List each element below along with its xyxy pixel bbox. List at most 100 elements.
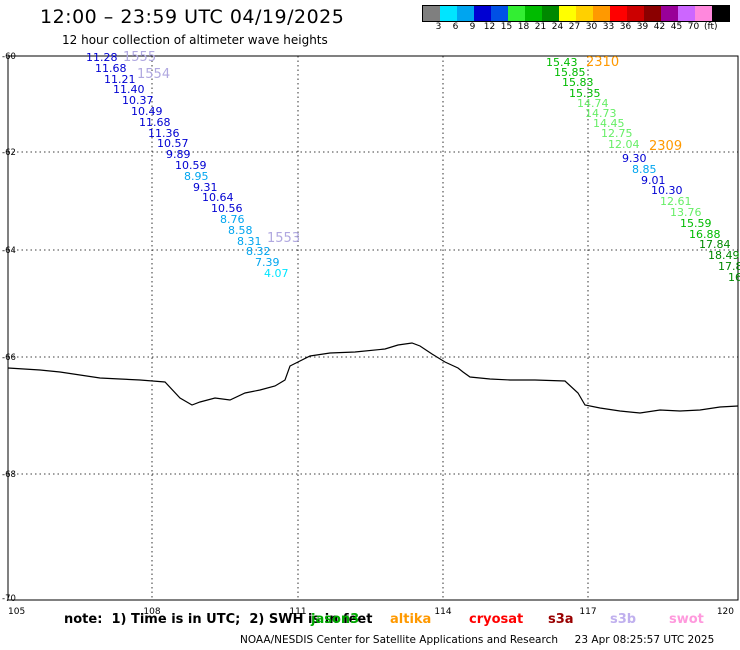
legend-swatch	[712, 6, 729, 21]
wave-height-value: 11.28	[86, 51, 118, 64]
legend-unit: (ft)	[704, 22, 718, 32]
pass-time-label: 2310	[586, 55, 620, 70]
wave-height-value: 11.40	[113, 83, 145, 96]
longitude-tick-label: 105	[8, 607, 25, 617]
wave-height-value: 8.32	[246, 245, 271, 258]
wave-height-value: 10.59	[175, 159, 207, 172]
latitude-tick-label: -68	[2, 470, 16, 480]
wave-height-value: 10.64	[202, 191, 234, 204]
legend-swatch	[559, 6, 576, 21]
color-legend-labels: 3 6 9 12 15 18 21 24 27 30 33 36 39 42 45 70 (ft)	[422, 22, 718, 32]
wave-height-value: 9.01	[641, 174, 666, 187]
wave-height-value: 15.35	[569, 87, 601, 100]
wave-height-value: 9.31	[193, 181, 218, 194]
legend-swatch	[423, 6, 440, 21]
map-grid: 105 108 111 114 117 120 -60 -62 -64 -66 -68 -70	[2, 52, 738, 617]
longitude-tick-label: 120	[717, 607, 734, 617]
wave-height-value: 11.21	[104, 73, 136, 86]
legend-label: 18	[517, 22, 530, 32]
wave-height-value: 8.76	[220, 213, 245, 226]
legend-swatch	[491, 6, 508, 21]
legend-label: 6	[452, 22, 459, 32]
legend-label: 39	[636, 22, 649, 32]
satellite-legend-item: jason3	[311, 612, 360, 627]
wave-height-value: 8.31	[237, 235, 262, 248]
wave-height-value: 14.73	[585, 107, 617, 120]
pass-time-label: 1555	[123, 50, 157, 65]
map-frame	[7, 55, 739, 601]
latitude-tick-label: -62	[2, 148, 16, 158]
color-legend	[422, 5, 730, 22]
wave-height-value: 10.37	[122, 94, 154, 107]
latitude-tick-label: -60	[2, 52, 16, 62]
legend-swatch	[508, 6, 525, 21]
wave-height-value: 17.84	[699, 238, 731, 251]
wave-height-value: 11.68	[139, 116, 171, 129]
wave-height-value: 14.45	[593, 117, 625, 130]
wave-height-value: 7.39	[255, 256, 280, 269]
wave-height-value: 18.49	[708, 249, 740, 262]
legend-swatch	[457, 6, 474, 21]
latitude-tick-label: -64	[2, 246, 16, 256]
legend-label: 15	[500, 22, 513, 32]
wave-height-value: 8.95	[184, 170, 209, 183]
page-subtitle: 12 hour collection of altimeter wave hei…	[62, 33, 328, 47]
wave-height-value: 8.58	[228, 224, 253, 237]
legend-swatch	[627, 6, 644, 21]
legend-swatch	[576, 6, 593, 21]
wave-height-value: 12.75	[601, 127, 633, 140]
legend-label: 33	[602, 22, 615, 32]
wave-height-value: 13.76	[670, 206, 702, 219]
legend-swatch	[695, 6, 712, 21]
legend-label: 30	[585, 22, 598, 32]
wave-height-value: 12.04	[608, 138, 640, 151]
pass-time-label: 1553	[267, 231, 301, 246]
legend-swatch	[525, 6, 542, 21]
legend-label: 24	[551, 22, 564, 32]
wave-height-value: 15.83	[562, 76, 594, 89]
legend-swatch	[610, 6, 627, 21]
satellite-legend-item: s3b	[610, 612, 637, 627]
legend-label: 3	[435, 22, 442, 32]
latitude-tick-label: -66	[2, 353, 16, 363]
wave-height-value: 17.8	[718, 260, 740, 273]
legend-swatch	[661, 6, 678, 21]
legend-swatch	[678, 6, 695, 21]
pass-time-label: 1554	[137, 67, 171, 82]
legend-label: 9	[469, 22, 476, 32]
legend-label: 45	[670, 22, 683, 32]
wave-height-value: 15.43	[546, 56, 578, 69]
wave-height-value: 4.07	[264, 267, 289, 280]
legend-label: 42	[653, 22, 666, 32]
legend-swatch	[593, 6, 610, 21]
wave-height-value: 11.36	[148, 127, 180, 140]
satellite-legend-item: swot	[669, 612, 704, 627]
longitude-tick-label: 111	[289, 607, 306, 617]
pass-time-label: 2309	[649, 139, 683, 154]
satellite-legend-item: s3a	[548, 612, 574, 627]
longitude-tick-label: 117	[579, 607, 596, 617]
footer-credit: NOAA/NESDIS Center for Satellite Applica…	[240, 634, 715, 646]
wave-height-value: 15.85	[554, 66, 586, 79]
legend-label: 21	[534, 22, 547, 32]
longitude-tick-label: 108	[143, 607, 160, 617]
page-title: 12:00 – 23:59 UTC 04/19/2025	[40, 6, 345, 28]
wave-height-value: 16	[728, 271, 740, 284]
legend-label: 12	[483, 22, 496, 32]
wave-height-value: 10.30	[651, 184, 683, 197]
legend-swatch	[440, 6, 457, 21]
legend-swatch	[542, 6, 559, 21]
wave-height-value: 8.85	[632, 163, 657, 176]
satellite-legend-item: altika	[390, 612, 432, 627]
legend-label: 27	[568, 22, 581, 32]
wave-height-value: 10.57	[157, 137, 189, 150]
longitude-tick-label: 114	[434, 607, 451, 617]
wave-height-value: 12.61	[660, 195, 692, 208]
wave-height-value: 14.74	[577, 97, 609, 110]
latitude-tick-label: -70	[2, 594, 16, 604]
wave-height-value: 9.89	[166, 148, 191, 161]
wave-height-value: 10.49	[131, 105, 163, 118]
legend-label: 70	[687, 22, 700, 32]
